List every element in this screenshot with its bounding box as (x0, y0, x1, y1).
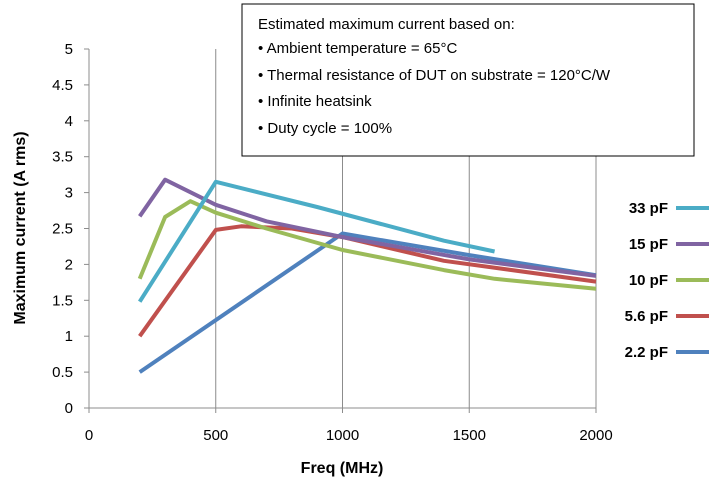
y-tick-label: 3 (65, 185, 73, 202)
y-tick-label: 2 (65, 256, 73, 273)
annotation-item: • Ambient temperature = 65°C (258, 40, 457, 57)
x-tick-label: 500 (203, 427, 228, 444)
y-axis-title: Maximum current (A rms) (12, 131, 29, 324)
legend-label: 33 pF (629, 200, 668, 217)
series-line (138, 177, 597, 278)
series-line (138, 179, 496, 303)
series-line (137, 199, 597, 291)
y-tick-label: 0 (65, 400, 73, 417)
legend: 33 pF 15 pF 10 pF 5.6 pF 2.2 pF (625, 200, 709, 361)
annotation-item: • Duty cycle = 100% (258, 120, 392, 137)
series-line (138, 231, 597, 374)
annotation-heading: Estimated maximum current based on: (258, 16, 515, 33)
y-tick-label: 2.5 (52, 221, 73, 238)
y-tick-labels: 0 0.5 1 1.5 2 2.5 3 3.5 4 4.5 5 (52, 41, 73, 417)
legend-label: 15 pF (629, 236, 668, 253)
annotation-box: Estimated maximum current based on: • Am… (241, 3, 695, 157)
y-tick-label: 4.5 (52, 77, 73, 94)
y-tick-label: 1 (65, 328, 73, 345)
x-tick-label: 1500 (453, 427, 486, 444)
y-tick-label: 3.5 (52, 149, 73, 166)
legend-label: 5.6 pF (625, 308, 668, 325)
x-tick-labels: 0 500 1000 1500 2000 (85, 427, 613, 444)
annotation-item: • Thermal resistance of DUT on substrate… (258, 67, 611, 84)
y-tick-label: 1.5 (52, 292, 73, 309)
legend-label: 10 pF (629, 272, 668, 289)
x-tick-label: 2000 (579, 427, 612, 444)
y-tick-label: 5 (65, 41, 73, 58)
x-axis-title: Freq (MHz) (301, 460, 384, 477)
x-tick-label: 0 (85, 427, 93, 444)
annotation-item: • Infinite heatsink (258, 93, 372, 110)
y-tick-label: 4 (65, 113, 73, 130)
axes (84, 48, 597, 413)
series-lines (137, 177, 597, 374)
y-tick-label: 0.5 (52, 364, 73, 381)
x-tick-label: 1000 (326, 427, 359, 444)
legend-label: 2.2 pF (625, 344, 668, 361)
